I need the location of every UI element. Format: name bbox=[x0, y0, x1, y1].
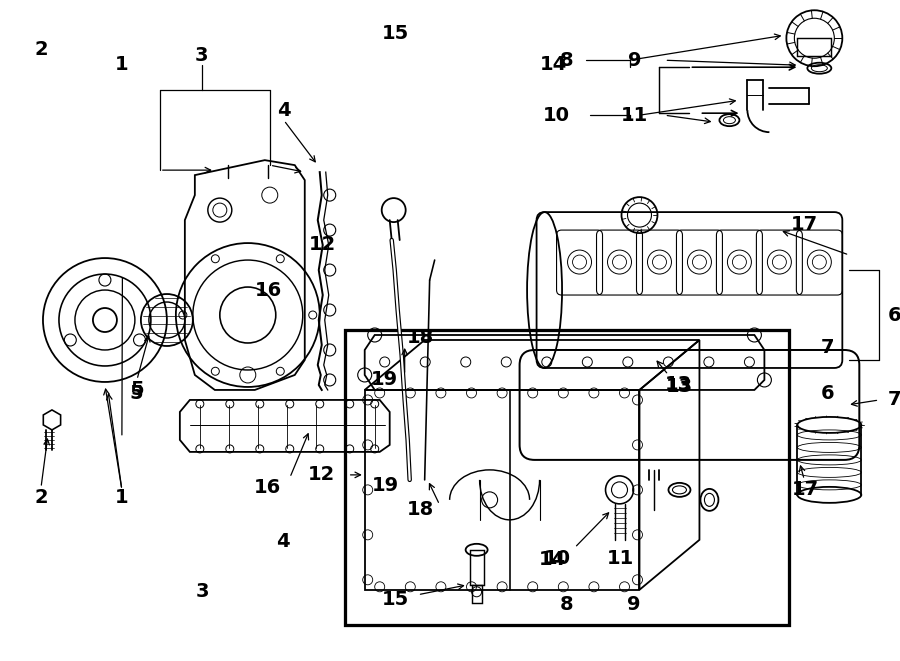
Text: 11: 11 bbox=[607, 549, 634, 568]
Bar bbox=[470, 550, 483, 585]
Text: 17: 17 bbox=[791, 215, 818, 234]
Text: 13: 13 bbox=[665, 377, 692, 396]
Text: 19: 19 bbox=[372, 476, 399, 495]
Bar bbox=[345, 330, 789, 625]
Text: 12: 12 bbox=[309, 235, 336, 254]
Text: 16: 16 bbox=[255, 282, 282, 300]
Text: 6: 6 bbox=[887, 305, 900, 325]
Text: 17: 17 bbox=[792, 481, 819, 499]
Text: 7: 7 bbox=[821, 338, 834, 356]
Text: 12: 12 bbox=[308, 465, 336, 485]
Text: 1: 1 bbox=[114, 56, 128, 75]
Text: 9: 9 bbox=[627, 595, 641, 614]
Text: 10: 10 bbox=[543, 106, 570, 125]
Text: 18: 18 bbox=[407, 500, 435, 520]
Text: 2: 2 bbox=[34, 40, 49, 59]
Text: 2: 2 bbox=[34, 488, 48, 508]
Text: 13: 13 bbox=[665, 375, 692, 395]
Text: 6: 6 bbox=[821, 384, 834, 403]
Text: 15: 15 bbox=[382, 590, 410, 609]
Text: 10: 10 bbox=[544, 549, 572, 568]
Text: 1: 1 bbox=[115, 488, 129, 508]
Text: 19: 19 bbox=[371, 370, 399, 389]
Bar bbox=[472, 585, 482, 603]
Text: 4: 4 bbox=[277, 100, 291, 120]
Text: 3: 3 bbox=[195, 582, 209, 601]
Text: 5: 5 bbox=[130, 384, 143, 403]
Text: 11: 11 bbox=[621, 106, 648, 125]
Text: 16: 16 bbox=[254, 479, 282, 497]
Text: 8: 8 bbox=[560, 51, 573, 69]
Text: 8: 8 bbox=[560, 595, 573, 614]
Text: 7: 7 bbox=[887, 391, 900, 409]
Text: 3: 3 bbox=[195, 46, 209, 65]
Bar bbox=[797, 38, 832, 56]
Text: 5: 5 bbox=[130, 381, 144, 399]
Text: 14: 14 bbox=[539, 551, 566, 569]
Text: 4: 4 bbox=[276, 532, 290, 551]
Text: 9: 9 bbox=[627, 51, 641, 69]
Text: 14: 14 bbox=[539, 56, 567, 75]
Text: 18: 18 bbox=[407, 328, 435, 346]
Text: 15: 15 bbox=[382, 24, 410, 43]
